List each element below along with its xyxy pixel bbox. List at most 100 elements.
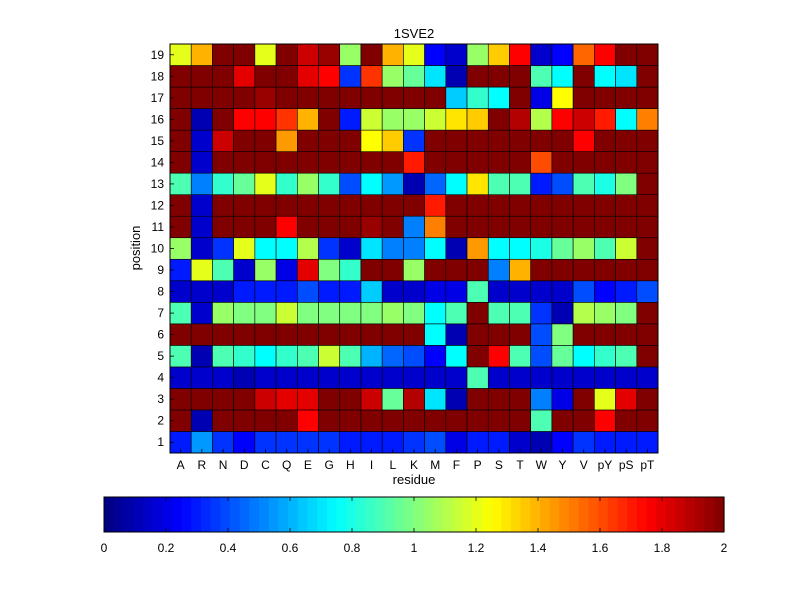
colorbar-segment [433, 497, 444, 532]
heatmap-cell-13-P [466, 172, 489, 195]
heatmap-cell-5-H [339, 345, 362, 368]
heatmap-cell-10-N [212, 237, 234, 260]
heatmap-cell-14-F [445, 151, 468, 174]
heatmap-cell-16-E [297, 108, 319, 131]
heatmap-cell-7-N [212, 302, 234, 325]
heatmap-cell-7-pY [594, 302, 616, 325]
y-tick-label: 9 [157, 263, 164, 277]
heatmap-cell-13-Q [275, 172, 298, 195]
heatmap-cell-6-N [212, 323, 234, 346]
heatmap-cell-2-I [360, 409, 383, 432]
colorbar-segment [472, 497, 483, 532]
y-tick-label: 12 [151, 198, 165, 212]
heatmap-cell-6-I [360, 323, 383, 346]
heatmap-cell-3-L [381, 388, 404, 411]
colorbar-segment [627, 497, 638, 532]
x-tick-label: M [430, 458, 440, 472]
heatmap-cell-19-C [254, 43, 277, 66]
colorbar-segment [452, 497, 464, 532]
heatmap-cell-5-R [190, 345, 213, 368]
heatmap-cell-18-L [381, 65, 404, 88]
heatmap-cell-4-W [530, 366, 553, 389]
heatmap-cell-12-pS [615, 194, 638, 217]
colorbar-tick-label: 1.2 [468, 541, 485, 555]
heatmap-cell-14-R [190, 151, 213, 174]
heatmap-cell-19-M [424, 43, 447, 66]
heatmap-cell-15-pS [615, 129, 638, 152]
heatmap-cell-16-R [190, 108, 213, 131]
heatmap-cell-12-L [381, 194, 404, 217]
heatmap-cell-10-M [424, 237, 447, 260]
heatmap-cell-14-pY [594, 151, 616, 174]
heatmap-cell-5-I [360, 345, 383, 368]
heatmap-cell-16-I [360, 108, 383, 131]
heatmap-cell-16-K [403, 108, 425, 131]
x-tick-label: D [240, 458, 249, 472]
colorbar-segment [491, 497, 502, 532]
heatmap-cell-12-N [212, 194, 234, 217]
heatmap-cell-17-V [572, 86, 595, 109]
heatmap-cell-19-pS [615, 43, 638, 66]
colorbar-segment [665, 497, 677, 532]
heatmap-cell-15-N [212, 129, 234, 152]
heatmap-cell-13-S [487, 172, 510, 195]
x-tick-label: pT [640, 458, 655, 472]
x-tick-label: S [495, 458, 503, 472]
heatmap-cell-6-M [424, 323, 447, 346]
heatmap-cell-4-D [233, 366, 256, 389]
heatmap-cell-15-D [233, 129, 256, 152]
x-tick-label: R [197, 458, 206, 472]
heatmap-cell-4-K [403, 366, 425, 389]
heatmap-cell-13-G [318, 172, 341, 195]
heatmap-cell-5-L [381, 345, 404, 368]
heatmap-cell-19-R [190, 43, 213, 66]
heatmap-cell-13-F [445, 172, 468, 195]
colorbar-segment [355, 497, 367, 532]
colorbar-segment [578, 497, 589, 532]
colorbar-segment [423, 497, 434, 532]
heatmap-cell-16-Y [551, 108, 574, 131]
heatmap-cell-8-N [212, 280, 234, 303]
heatmap-cell-7-G [318, 302, 341, 325]
heatmap-cell-16-H [339, 108, 362, 131]
heatmap-cell-6-pY [594, 323, 616, 346]
heatmap-cell-2-Q [275, 409, 298, 432]
heatmap-cell-8-H [339, 280, 362, 303]
heatmap-cell-13-V [572, 172, 595, 195]
colorbar-segment [268, 497, 279, 532]
heatmap-cell-4-pT [636, 366, 659, 389]
heatmap-cell-18-H [339, 65, 362, 88]
heatmap-cell-3-pS [615, 388, 638, 411]
heatmap-cell-15-H [339, 129, 362, 152]
heatmap-cell-15-K [403, 129, 425, 152]
heatmap-cell-11-V [572, 215, 595, 239]
heatmap-cell-11-pS [615, 215, 638, 239]
colorbar-segment [714, 497, 725, 532]
heatmap-cell-19-I [360, 43, 383, 66]
heatmap-cell-3-R [190, 388, 213, 411]
heatmap-cell-14-I [360, 151, 383, 174]
heatmap-cell-12-pT [636, 194, 659, 217]
heatmap-cell-14-L [381, 151, 404, 174]
heatmap-cell-3-W [530, 388, 553, 411]
heatmap-cell-11-C [254, 215, 277, 239]
heatmap-cell-16-D [233, 108, 256, 131]
heatmap-cell-9-F [445, 258, 468, 282]
heatmap-cell-17-M [424, 86, 447, 109]
heatmap-cell-11-G [318, 215, 341, 239]
colorbar-segment [123, 497, 134, 532]
heatmap-cell-10-C [254, 237, 277, 260]
y-tick-label: 8 [157, 285, 164, 299]
heatmap-cell-2-N [212, 409, 234, 432]
heatmap-cell-2-W [530, 409, 553, 432]
heatmap-cell-13-pY [594, 172, 616, 195]
heatmap-cell-4-V [572, 366, 595, 389]
heatmap-cell-7-H [339, 302, 362, 325]
heatmap-cell-3-C [254, 388, 277, 411]
heatmap-cell-13-L [381, 172, 404, 195]
heatmap-cell-10-pS [615, 237, 638, 260]
heatmap-cell-8-pT [636, 280, 659, 303]
heatmap-cell-3-M [424, 388, 447, 411]
heatmap-cell-5-P [466, 345, 489, 368]
heatmap-cell-14-N [212, 151, 234, 174]
